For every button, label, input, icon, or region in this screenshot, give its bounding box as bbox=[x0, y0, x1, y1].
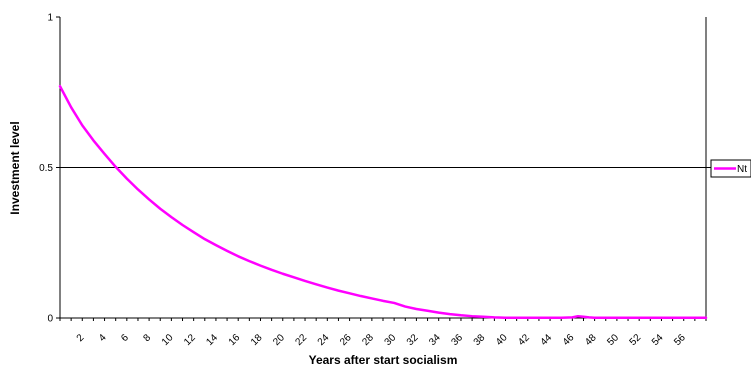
x-tick-label: 6 bbox=[119, 332, 131, 344]
x-tick-label: 22 bbox=[294, 332, 310, 348]
x-tick-label: 54 bbox=[650, 332, 666, 348]
x-tick-label: 16 bbox=[227, 332, 243, 348]
x-tick-label: 26 bbox=[338, 332, 354, 348]
x-tick-label: 18 bbox=[249, 332, 265, 348]
y-tick-label: 0.5 bbox=[39, 163, 53, 174]
y-axis-title: Investment level bbox=[8, 121, 22, 214]
x-tick-label: 44 bbox=[539, 332, 555, 348]
x-tick-label: 56 bbox=[672, 332, 688, 348]
x-tick-label: 8 bbox=[142, 332, 154, 344]
x-tick-label: 2 bbox=[75, 332, 87, 344]
x-tick-label: 52 bbox=[628, 332, 644, 348]
x-tick-label: 42 bbox=[516, 332, 532, 348]
x-ticks: 2 4 6 8 10 12 14 16 18 20 22 24 26 28 30 32 34 36 38 40 42 44… bbox=[59, 318, 707, 348]
x-tick-label: 40 bbox=[494, 332, 510, 348]
x-axis-title: Years after start socialism bbox=[309, 353, 458, 367]
legend-label-nt: Nt bbox=[737, 164, 747, 175]
x-tick-label: 50 bbox=[605, 332, 621, 348]
x-tick-label: 36 bbox=[449, 332, 465, 348]
x-tick-label: 48 bbox=[583, 332, 599, 348]
y-ticks: 00.51 bbox=[39, 13, 60, 325]
x-tick-label: 10 bbox=[160, 332, 176, 348]
x-tick-label: 38 bbox=[472, 332, 488, 348]
x-tick-label: 24 bbox=[316, 332, 332, 348]
x-tick-label: 28 bbox=[360, 332, 376, 348]
legend: Nt bbox=[710, 159, 751, 178]
x-tick-label: 14 bbox=[204, 332, 220, 348]
x-tick-label: 20 bbox=[271, 332, 287, 348]
series-line-nt bbox=[58, 84, 708, 319]
x-tick-label: 34 bbox=[427, 332, 443, 348]
x-tick-label: 32 bbox=[405, 332, 421, 348]
x-tick-label: 12 bbox=[182, 332, 198, 348]
x-tick-label: 30 bbox=[383, 332, 399, 348]
x-tick-label: 4 bbox=[97, 332, 109, 344]
y-tick-label: 1 bbox=[47, 13, 53, 24]
y-tick-label: 0 bbox=[47, 314, 53, 325]
x-tick-label: 46 bbox=[561, 332, 577, 348]
series-layer bbox=[58, 84, 708, 319]
